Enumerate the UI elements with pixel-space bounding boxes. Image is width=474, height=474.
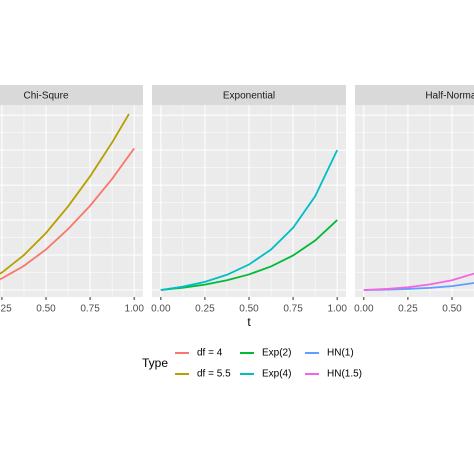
series-line <box>363 272 474 291</box>
legend-label: HN(1.5) <box>327 369 362 380</box>
x-tick-label: 1.00 <box>124 304 144 315</box>
series-line <box>363 282 474 291</box>
legend-label: df = 5.5 <box>197 369 231 380</box>
legend-title: Type <box>142 356 168 370</box>
strip-background <box>152 85 346 105</box>
x-tick-label: 0.75 <box>283 304 303 315</box>
x-tick-label: 0.50 <box>442 304 462 315</box>
panel-lines <box>160 149 338 291</box>
strip-background <box>355 85 474 105</box>
strip-background <box>0 85 143 105</box>
panel-background <box>355 105 474 297</box>
legend-label: HN(1) <box>327 348 354 359</box>
x-tick-label: 0.00 <box>151 304 171 315</box>
x-axis-title: t <box>247 315 251 329</box>
x-tick-label: 0.25 <box>0 304 12 315</box>
x-tick-label: 0.75 <box>80 304 100 315</box>
x-tick-label: 0.50 <box>36 304 56 315</box>
strip-label: Half-Normal <box>425 91 474 102</box>
series-line <box>160 219 338 291</box>
panel-lines <box>0 113 135 281</box>
x-tick-label: 0.25 <box>195 304 215 315</box>
x-tick-label: 0.00 <box>354 304 374 315</box>
x-tick-label: 1.00 <box>327 304 347 315</box>
panel-lines <box>363 272 474 291</box>
legend-label: Exp(2) <box>262 348 291 359</box>
strip-label: Chi-Squre <box>23 91 68 102</box>
legend-label: df = 4 <box>197 348 223 359</box>
series-line <box>160 149 338 291</box>
legend-label: Exp(4) <box>262 369 291 380</box>
x-tick-label: 0.25 <box>398 304 418 315</box>
strip-label: Exponential <box>223 91 275 102</box>
series-line <box>0 147 135 281</box>
x-tick-label: 0.50 <box>239 304 259 315</box>
series-line <box>0 113 130 275</box>
